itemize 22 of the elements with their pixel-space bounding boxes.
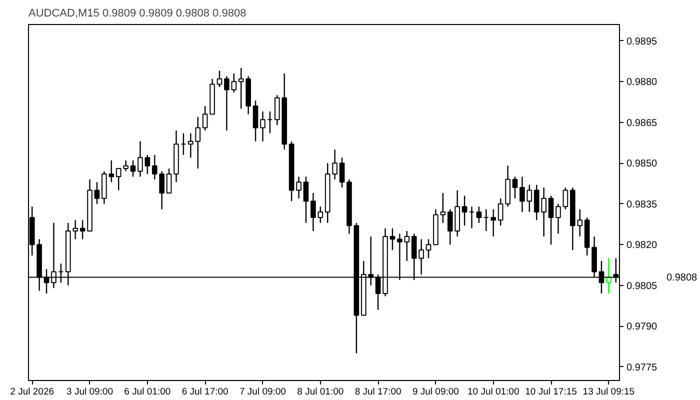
y-tick-label: 0.9865: [626, 118, 658, 129]
x-tick-label: 6 Jul 17:00: [182, 386, 228, 398]
y-tick-label: 0.9805: [626, 280, 658, 292]
x-tick-label: 8 Jul 17:00: [354, 386, 402, 398]
y-tick-label: 0.9790: [626, 322, 658, 333]
x-tick-label: 3 Jul 09:00: [66, 386, 114, 398]
x-tick-label: 10 Jul 01:00: [467, 386, 520, 398]
x-tick-label: 13 Jul 09:15: [582, 386, 635, 398]
ref-line-label: 0.9808: [666, 272, 698, 284]
y-tick-label: 0.9880: [626, 77, 658, 88]
y-tick-label: 0.9835: [626, 199, 658, 210]
x-tick-label: 2 Jul 2026: [10, 386, 54, 398]
x-tick-label: 7 Jul 09:00: [240, 386, 286, 398]
x-tick-label: 10 Jul 17:15: [525, 386, 577, 398]
x-tick-label: 8 Jul 01:00: [297, 386, 344, 398]
y-tick-label: 0.9820: [626, 240, 658, 252]
x-tick-label: 6 Jul 01:00: [124, 386, 171, 398]
y-tick-label: 0.9895: [626, 36, 658, 48]
x-tick-label: 9 Jul 09:00: [412, 386, 459, 398]
chart-title: AUDCAD,M15 0.9809 0.9809 0.9808 0.9808: [28, 8, 246, 20]
y-tick-label: 0.9775: [626, 362, 658, 374]
y-tick-label: 0.9850: [626, 158, 658, 170]
